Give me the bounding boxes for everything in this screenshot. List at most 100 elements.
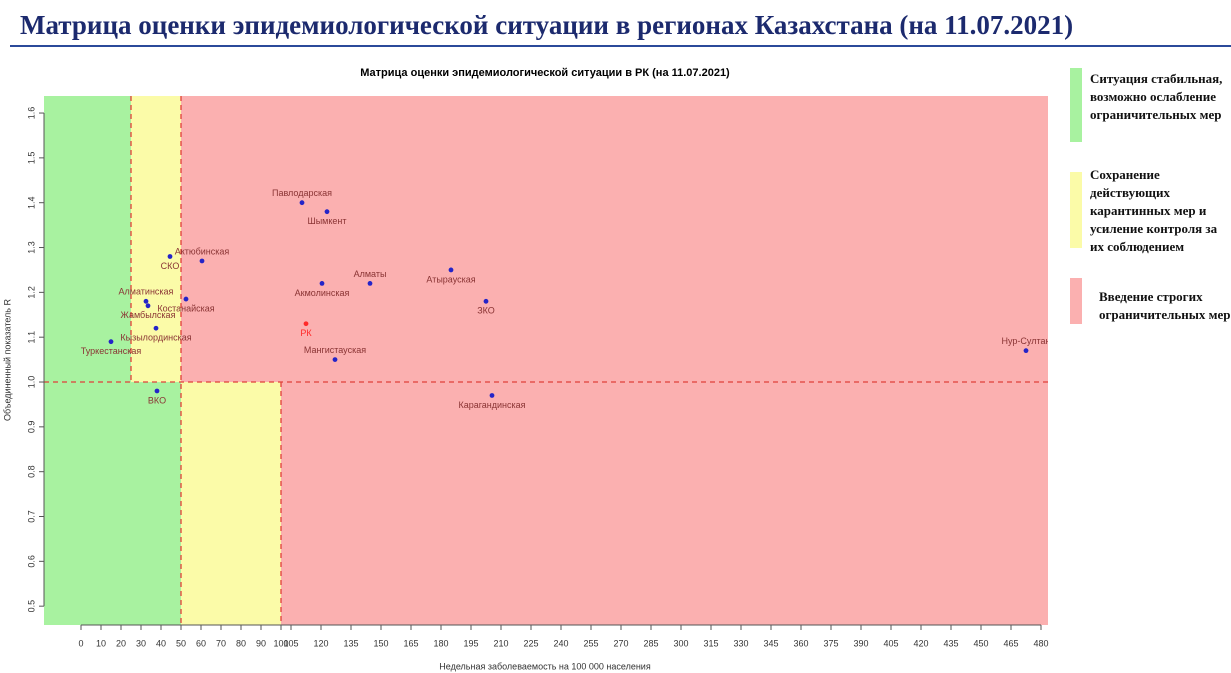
zone — [44, 382, 181, 625]
legend-swatch — [1070, 68, 1082, 142]
legend-swatch — [1070, 278, 1082, 324]
y-tick-label: 1.0 — [26, 376, 36, 389]
y-tick-label: 0.6 — [26, 555, 36, 568]
point-label: Павлодарская — [272, 188, 332, 198]
point — [199, 258, 205, 264]
point-label: Жамбылская — [121, 310, 176, 320]
legend-label: Введение строгих ограничительных мер — [1099, 289, 1231, 322]
x-axis-label: Недельная заболеваемость на 100 000 насе… — [439, 661, 651, 671]
point — [1023, 348, 1029, 354]
point — [108, 339, 114, 345]
zones — [44, 96, 1048, 625]
point — [319, 280, 325, 286]
x-tick-label: 315 — [703, 638, 718, 648]
point — [299, 200, 305, 206]
point-label: Нур-Султан — [1002, 336, 1051, 346]
x-tick-label: 390 — [853, 638, 868, 648]
x-tick-label: 435 — [943, 638, 958, 648]
y-tick-label: 1.1 — [26, 331, 36, 344]
slide-title: Матрица оценки эпидемиологической ситуац… — [20, 10, 1074, 40]
x-tick-label: 10 — [96, 638, 106, 648]
zone — [181, 382, 281, 625]
x-tick-label: 90 — [256, 638, 266, 648]
x-tick-label: 195 — [463, 638, 478, 648]
x-tick-label: 40 — [156, 638, 166, 648]
point-label: ВКО — [148, 395, 166, 405]
point-label: Карагандинская — [458, 400, 525, 410]
point — [145, 303, 151, 309]
point-label: Туркестанская — [81, 346, 142, 356]
points: Павлодарская Шымкент Актюбинская СКО Алматы А… — [81, 188, 1051, 410]
zone — [281, 382, 1048, 625]
zone — [44, 96, 131, 383]
point-label: РК — [300, 328, 312, 338]
legend-swatch — [1070, 172, 1082, 248]
x-tick-label: 480 — [1033, 638, 1048, 648]
x-tick-label: 105 — [283, 638, 298, 648]
legend-label: Сохранение действующих карантинных мер и… — [1090, 167, 1218, 254]
y-tick-label: 1.2 — [26, 286, 36, 299]
x-tick-label: 80 — [236, 638, 246, 648]
x-tick-label: 210 — [493, 638, 508, 648]
x-tick-label: 180 — [433, 638, 448, 648]
x-tick-label: 360 — [793, 638, 808, 648]
point — [183, 296, 189, 302]
point-label: Кызылординская — [120, 333, 191, 343]
point — [332, 357, 338, 363]
x-tick-label: 375 — [823, 638, 838, 648]
x-tick-label: 240 — [553, 638, 568, 648]
point-label: Костанайская — [157, 303, 214, 313]
point — [143, 298, 149, 304]
x-tick-label: 465 — [1003, 638, 1018, 648]
point-label: Алматинская — [119, 287, 174, 297]
x-tick-label: 225 — [523, 638, 538, 648]
point — [367, 280, 373, 286]
point-label: ЗКО — [477, 306, 495, 316]
x-tick-label: 330 — [733, 638, 748, 648]
x-tick-label: 255 — [583, 638, 598, 648]
point-label: Мангистауская — [304, 345, 366, 355]
point-label: Шымкент — [307, 216, 346, 226]
point — [167, 254, 173, 259]
y-tick-label: 1.4 — [26, 196, 36, 209]
x-tick-label: 120 — [313, 638, 328, 648]
y-tick-label: 0.9 — [26, 421, 36, 434]
y-tick-label: 0.5 — [26, 600, 36, 613]
point — [153, 325, 159, 331]
zone — [181, 96, 1048, 383]
zone — [131, 96, 181, 383]
point — [324, 209, 330, 215]
point — [483, 298, 489, 304]
x-tick-label: 135 — [343, 638, 358, 648]
x-tick-label: 270 — [613, 638, 628, 648]
point-label: СКО — [161, 261, 180, 271]
x-tick-label: 420 — [913, 638, 928, 648]
x-tick-label: 405 — [883, 638, 898, 648]
point-label: Атырауская — [426, 274, 475, 284]
x-tick-label: 0 — [78, 638, 83, 648]
x-tick-label: 100 — [273, 638, 288, 648]
x-tick-label: 20 — [116, 638, 126, 648]
legend-label: Ситуация стабильная, возможно ослабление… — [1090, 71, 1223, 122]
y-tick-label: 1.3 — [26, 241, 36, 254]
x-tick-label: 60 — [196, 638, 206, 648]
x-tick-label: 285 — [643, 638, 658, 648]
x-tick-label: 30 — [136, 638, 146, 648]
x-tick-label: 165 — [403, 638, 418, 648]
point-label: Алматы — [354, 269, 387, 279]
x-tick-label: 450 — [973, 638, 988, 648]
point — [448, 267, 454, 273]
y-tick-label: 1.6 — [26, 107, 36, 120]
x-tick-label: 300 — [673, 638, 688, 648]
x-tick-label: 70 — [216, 638, 226, 648]
y-tick-label: 0.7 — [26, 510, 36, 523]
x-tick-label: 150 — [373, 638, 388, 648]
point — [303, 321, 309, 327]
y-tick-label: 0.8 — [26, 465, 36, 478]
chart-title: Матрица оценки эпидемиологической ситуац… — [360, 67, 730, 79]
point-label: Акмолинская — [295, 288, 350, 298]
x-tick-label: 345 — [763, 638, 778, 648]
point-label: Актюбинская — [175, 246, 230, 256]
